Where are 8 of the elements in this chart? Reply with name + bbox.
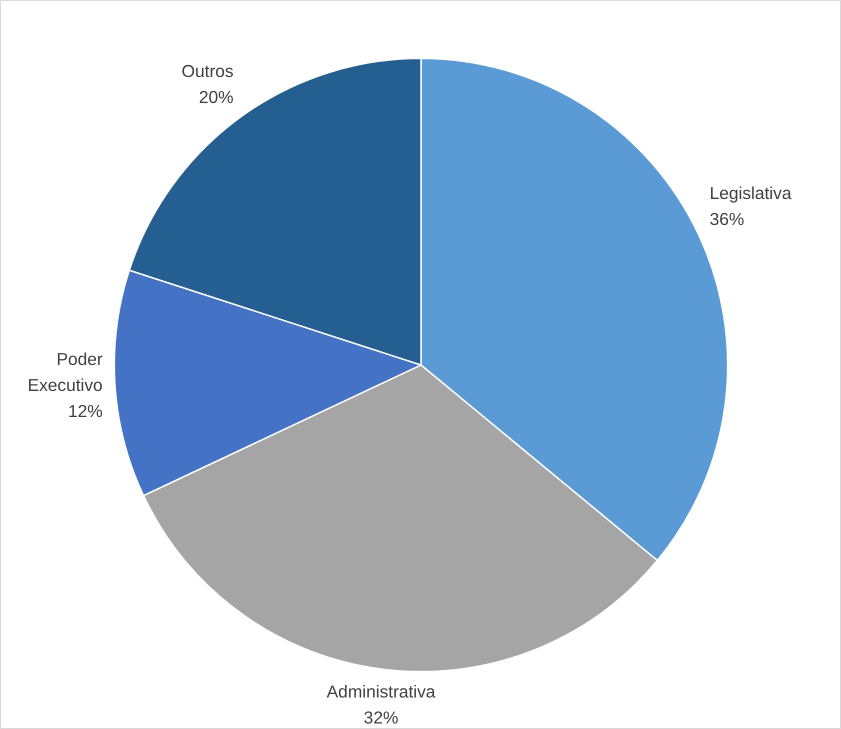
data-label: 36%: [710, 209, 744, 230]
data-label: 20%: [198, 86, 234, 107]
slice-label: Poder Executivo: [28, 349, 103, 396]
slice-label: Legislativa: [710, 183, 792, 204]
data-label: 12%: [68, 401, 103, 422]
slice-label: Administrativa: [326, 681, 436, 702]
data-label: 32%: [364, 707, 398, 728]
slice-label: Outros: [182, 60, 234, 81]
